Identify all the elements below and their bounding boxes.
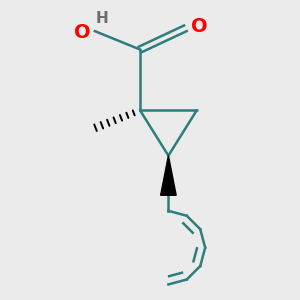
- Polygon shape: [160, 156, 176, 195]
- Text: O: O: [74, 23, 91, 42]
- Text: O: O: [191, 17, 208, 36]
- Text: H: H: [95, 11, 108, 26]
